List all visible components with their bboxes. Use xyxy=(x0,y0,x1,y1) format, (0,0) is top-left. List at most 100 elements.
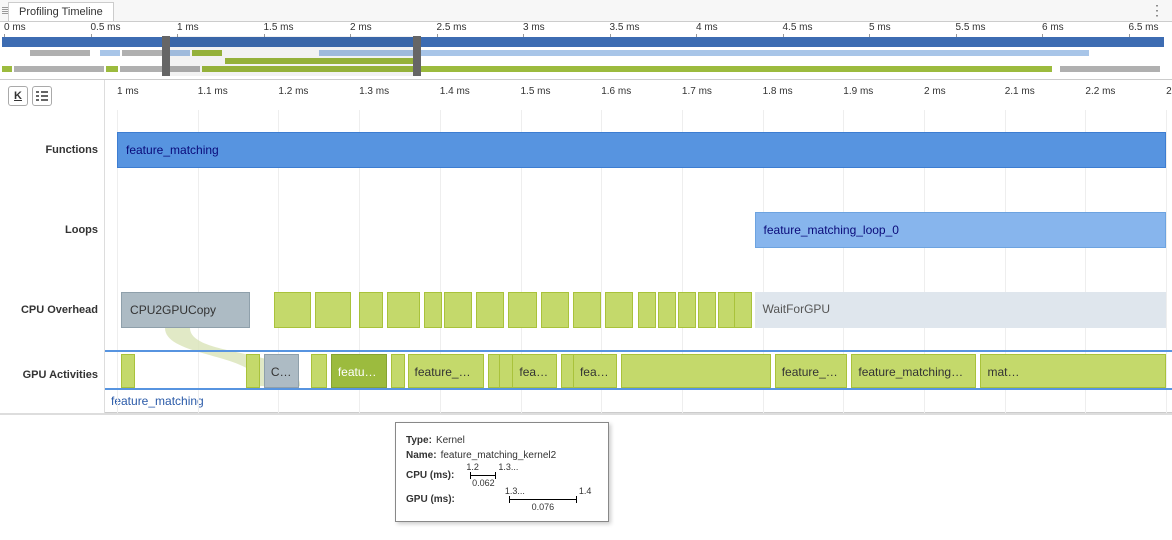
overview-tick: 2.5 ms xyxy=(437,22,467,33)
selection-handle-right[interactable] xyxy=(413,36,421,76)
track-cpu: CPU2GPUCopy WaitForGPU xyxy=(105,270,1172,350)
overview-tick: 4.5 ms xyxy=(783,22,813,33)
timeline-segment[interactable] xyxy=(387,292,419,328)
overview-tick: 3.5 ms xyxy=(610,22,640,33)
overview-panel: 0 ms 0.5 ms 1 ms 1.5 ms 2 ms 2.5 ms 3 ms 3.5 ms… xyxy=(0,22,1172,80)
gpu-segment[interactable]: feat… xyxy=(573,354,617,388)
gpu-segment[interactable] xyxy=(311,354,327,388)
overview-tick: 1 ms xyxy=(177,22,199,33)
timeline-segment[interactable] xyxy=(476,292,504,328)
overview-tracks[interactable] xyxy=(0,36,1172,76)
gpu-segment[interactable] xyxy=(621,354,770,388)
timeline-segment[interactable] xyxy=(605,292,633,328)
timeline-segment[interactable] xyxy=(658,292,676,328)
timeline-segment[interactable]: feature_matching_loop_0 xyxy=(755,212,1167,248)
overview-tick: 6.5 ms xyxy=(1129,22,1159,33)
overview-tick: 4 ms xyxy=(696,22,718,33)
row-label-loops: Loops xyxy=(0,190,104,270)
timeline-segment[interactable] xyxy=(541,292,569,328)
timeline-segment[interactable] xyxy=(315,292,351,328)
selection-range[interactable] xyxy=(166,36,417,76)
ruler-tick: 1.9 ms xyxy=(843,86,873,97)
overview-tick: 5 ms xyxy=(869,22,891,33)
track-functions: feature_matching xyxy=(105,110,1172,190)
overview-tick: 3 ms xyxy=(523,22,545,33)
tab-profiling[interactable]: Profiling Timeline xyxy=(8,2,114,21)
gpu-range-bar: 1.3... 1.4 0.076 xyxy=(467,489,598,509)
timeline-segment[interactable] xyxy=(508,292,536,328)
tooltip: Type: Kernel Name: feature_matching_kern… xyxy=(395,422,609,522)
gpu-segment[interactable]: feature_ma… xyxy=(775,354,848,388)
tab-label: Profiling Timeline xyxy=(19,6,103,18)
timeline-segment[interactable] xyxy=(444,292,472,328)
ruler-tick: 2.3 xyxy=(1166,86,1172,97)
timeline-segment[interactable]: feature_matching xyxy=(117,132,1166,168)
ruler-tick: 1.1 ms xyxy=(198,86,228,97)
tooltip-cpu-label: CPU (ms): xyxy=(406,470,454,481)
ruler-tick: 2.2 ms xyxy=(1085,86,1115,97)
gpu-end: 1.4 xyxy=(579,486,592,496)
timeline-segment[interactable]: WaitForGPU xyxy=(755,292,1167,328)
gpu-segment[interactable]: CP… xyxy=(264,354,299,388)
ruler-tick: 1.8 ms xyxy=(763,86,793,97)
overview-ruler: 0 ms 0.5 ms 1 ms 1.5 ms 2 ms 2.5 ms 3 ms 3.5 ms… xyxy=(0,22,1172,36)
timeline-segment[interactable] xyxy=(698,292,716,328)
row-label-gpu: GPU Activities xyxy=(0,350,104,400)
ruler-tick: 2.1 ms xyxy=(1005,86,1035,97)
mini-bar xyxy=(319,50,1089,56)
mini-bar xyxy=(106,66,118,72)
ruler-tick: 1.5 ms xyxy=(521,86,551,97)
toolbar: K xyxy=(0,80,104,110)
drag-handle-icon[interactable] xyxy=(0,5,8,16)
overview-tick: 1.5 ms xyxy=(264,22,294,33)
row-label-cpu: CPU Overhead xyxy=(0,270,104,350)
timeline-segment[interactable] xyxy=(424,292,442,328)
mini-bar xyxy=(122,50,167,56)
k-button[interactable]: K xyxy=(8,86,28,106)
list-button[interactable] xyxy=(32,86,52,106)
overview-tick: 6 ms xyxy=(1042,22,1064,33)
selection-handle-left[interactable] xyxy=(162,36,170,76)
gpu-segment[interactable] xyxy=(121,354,135,388)
gpu-segment[interactable]: mat… xyxy=(980,354,1166,388)
ruler-tick: 1 ms xyxy=(117,86,139,97)
overview-tick: 2 ms xyxy=(350,22,372,33)
left-column: K Functions Loops CPU Overhead GPU Activ… xyxy=(0,80,105,413)
tooltip-type-label: Type: xyxy=(406,435,432,446)
ruler-tick: 1.2 ms xyxy=(278,86,308,97)
track-loops: feature_matching_loop_0 xyxy=(105,190,1172,270)
ruler-tick: 1.4 ms xyxy=(440,86,470,97)
gpu-segment[interactable] xyxy=(499,354,513,388)
timeline-segment[interactable] xyxy=(359,292,383,328)
timeline-segment[interactable] xyxy=(678,292,696,328)
gpu-segment[interactable] xyxy=(391,354,405,388)
kebab-menu-icon[interactable]: ⋮ xyxy=(1142,2,1172,19)
gpu-segment[interactable]: feat… xyxy=(512,354,556,388)
mini-bar xyxy=(1060,66,1160,72)
tooltip-type-value: Kernel xyxy=(436,435,465,446)
timeline-segment[interactable] xyxy=(638,292,656,328)
overview-tick: 0 ms xyxy=(4,22,26,33)
row-label-functions: Functions xyxy=(0,110,104,190)
time-ruler: 1 ms1.1 ms1.2 ms1.3 ms1.4 ms1.5 ms1.6 ms… xyxy=(105,80,1172,110)
gpu-segment[interactable]: feature_ma… xyxy=(408,354,485,388)
ruler-tick: 1.7 ms xyxy=(682,86,712,97)
main-timeline: K Functions Loops CPU Overhead GPU Activ… xyxy=(0,80,1172,413)
ruler-tick: 2 ms xyxy=(924,86,946,97)
timeline-segment[interactable] xyxy=(734,292,752,328)
timeline-segment[interactable] xyxy=(274,292,310,328)
timeline-segment[interactable] xyxy=(573,292,601,328)
overview-tick: 0.5 ms xyxy=(91,22,121,33)
tooltip-name-value: feature_matching_kernel2 xyxy=(441,450,557,461)
gpu-segment[interactable] xyxy=(246,354,260,388)
gpu-start: 1.3... xyxy=(505,486,525,496)
gpu-segment[interactable]: feature_matching_… xyxy=(851,354,976,388)
ruler-tick: 1.3 ms xyxy=(359,86,389,97)
timeline-canvas[interactable]: 1 ms1.1 ms1.2 ms1.3 ms1.4 ms1.5 ms1.6 ms… xyxy=(105,80,1172,413)
mini-bar xyxy=(14,66,104,72)
mini-bar xyxy=(100,50,120,56)
gpu-segment[interactable]: featu… xyxy=(331,354,387,388)
gpu-dur: 0.076 xyxy=(532,502,555,512)
timeline-segment[interactable]: CPU2GPUCopy xyxy=(121,292,250,328)
tab-bar: Profiling Timeline ⋮ xyxy=(0,0,1172,22)
